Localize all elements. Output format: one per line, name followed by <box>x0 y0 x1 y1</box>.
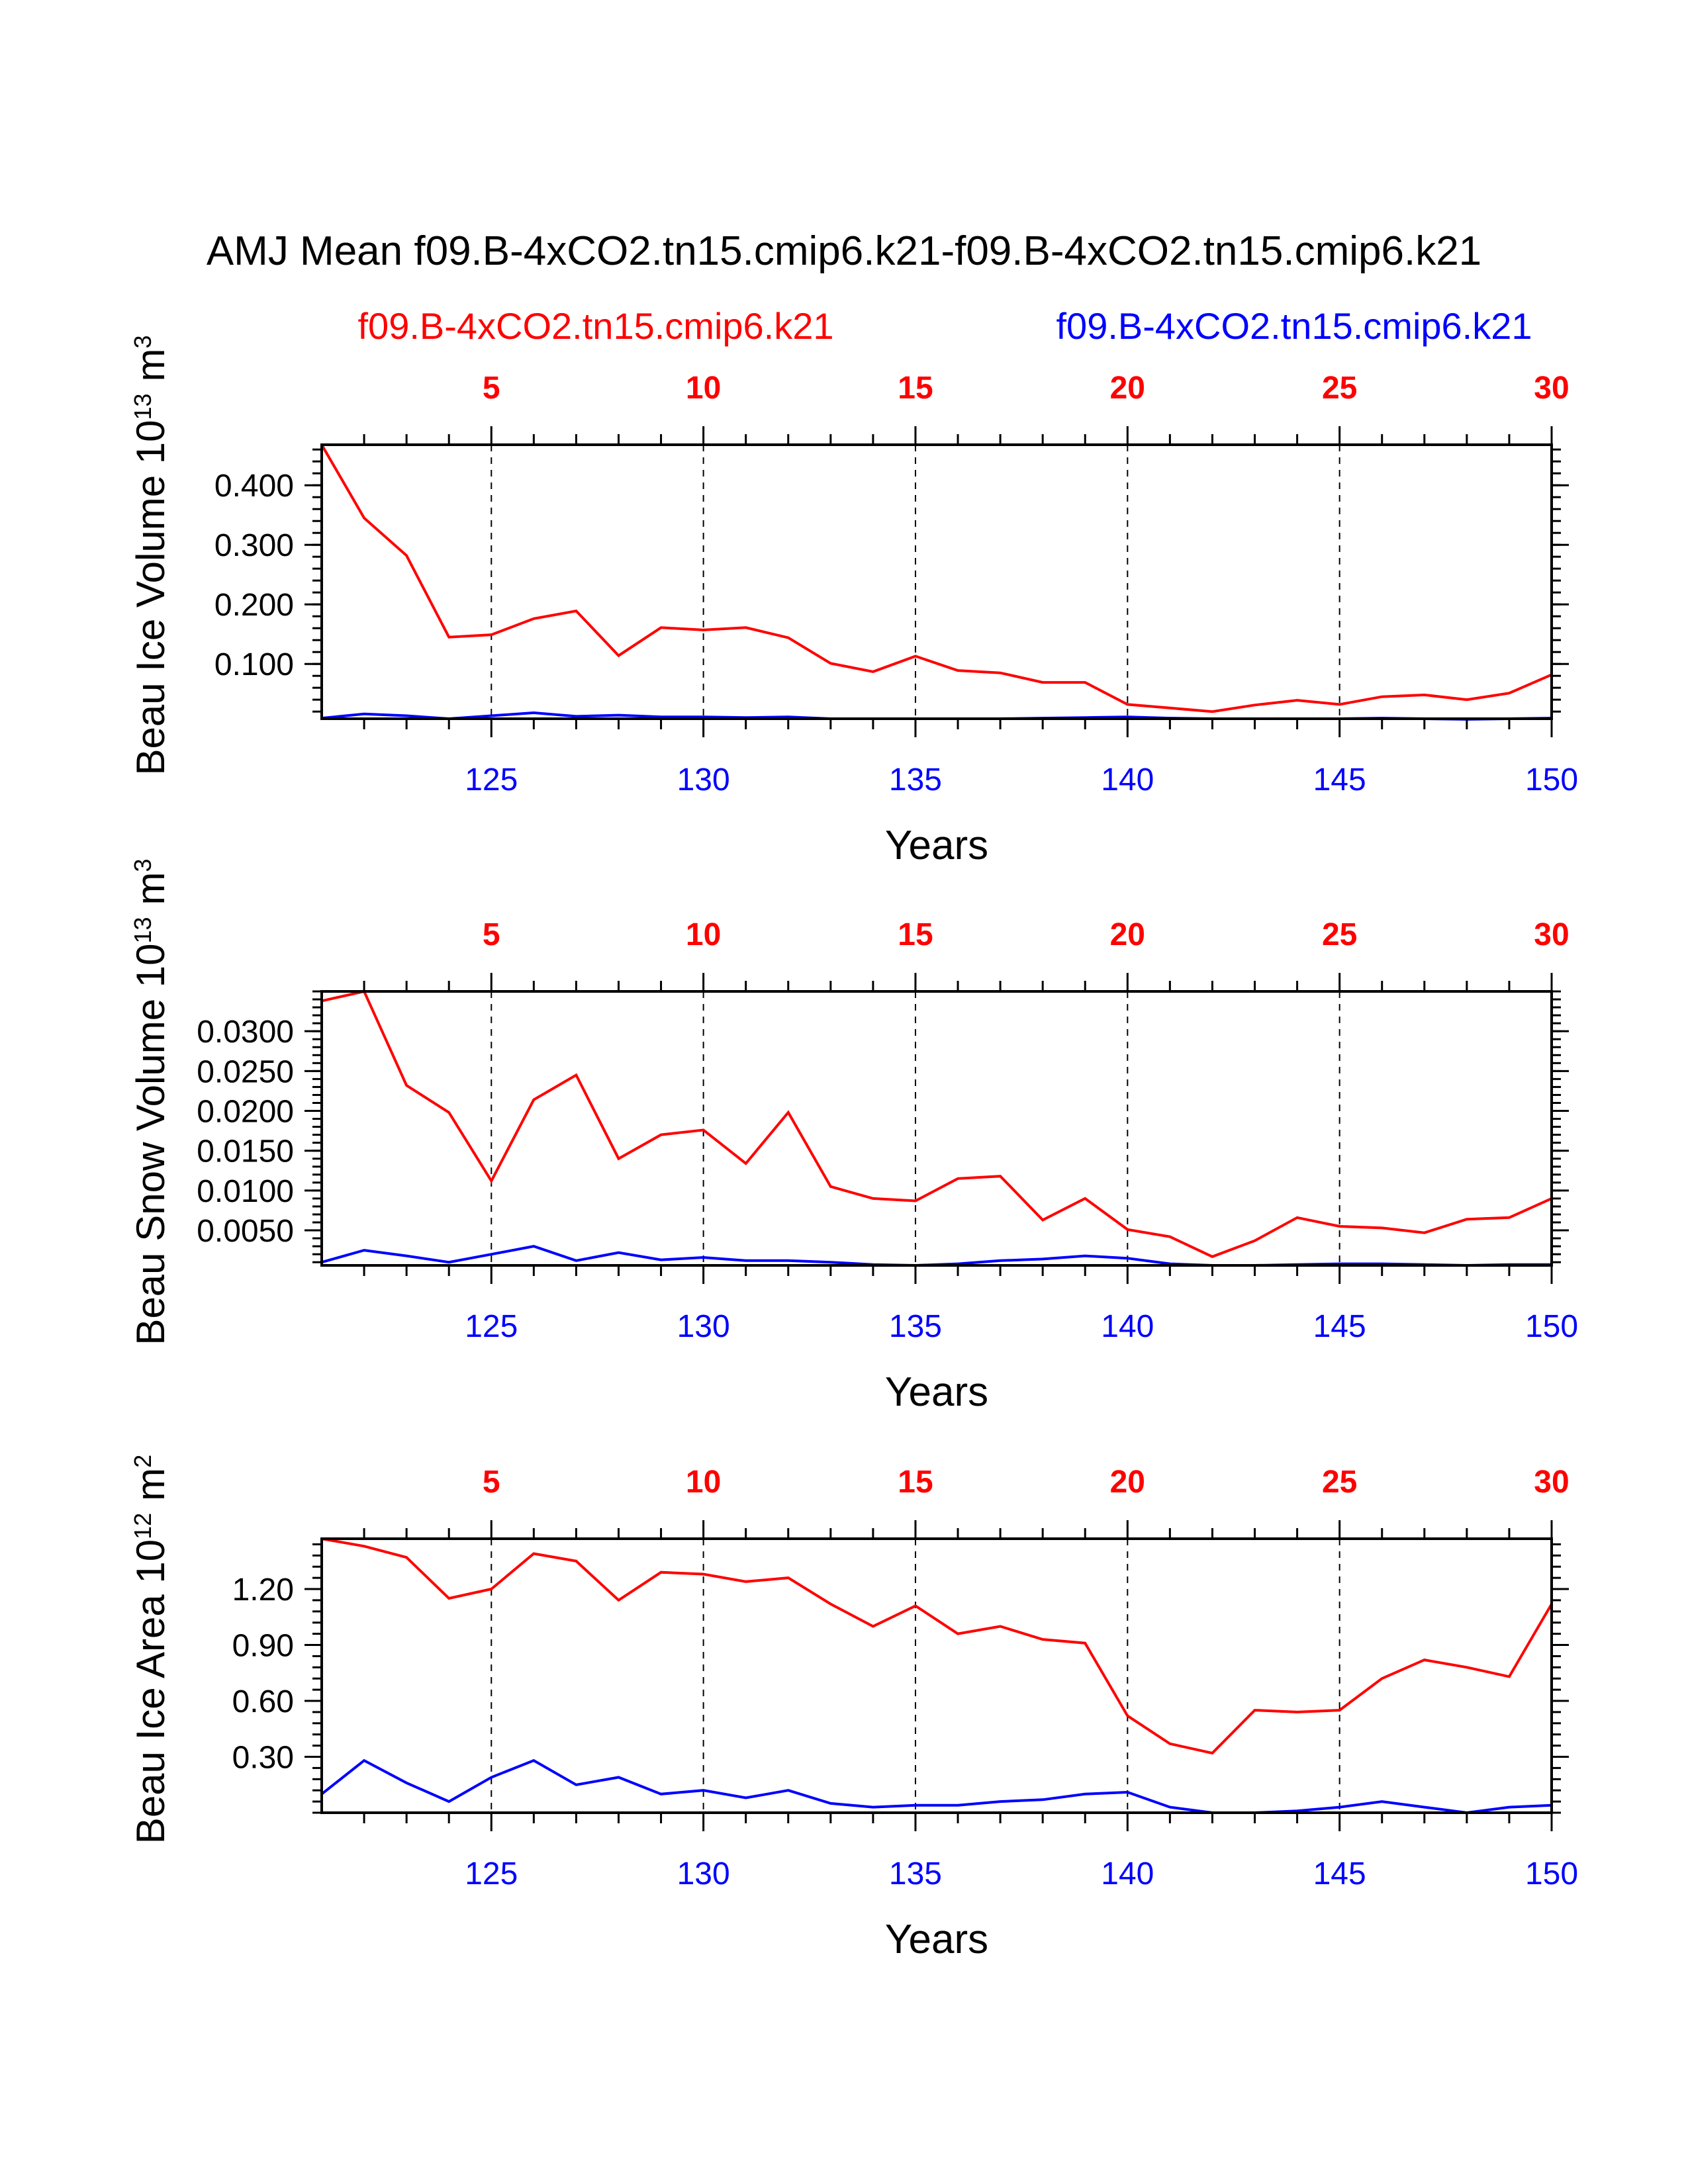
y-axis-title-part: 3 <box>129 335 156 348</box>
x-tick-label-bottom-125: 125 <box>465 1856 518 1891</box>
y-axis-title-part: Beau Snow Volume 10 <box>128 943 173 1345</box>
y-axis-title: Beau Ice Area 1012 m2 <box>128 1455 173 1844</box>
x-tick-label-top-5: 5 <box>483 917 500 952</box>
x-tick-label-top-15: 15 <box>898 371 933 406</box>
x-axis-title: Years <box>885 1917 988 1962</box>
x-tick-label-top-5: 5 <box>483 1465 500 1500</box>
x-tick-label-top-10: 10 <box>686 917 721 952</box>
y-axis-title-part: 12 <box>129 1513 156 1539</box>
x-tick-label-top-30: 30 <box>1534 1465 1569 1500</box>
x-tick-label-bottom-130: 130 <box>677 762 730 797</box>
y-axis-title-part: 13 <box>129 393 156 420</box>
x-tick-label-bottom-135: 135 <box>889 762 942 797</box>
legend-left-case: f09.B-4xCO2.tn15.cmip6.k21 <box>357 305 833 347</box>
y-tick-label: 0.60 <box>232 1684 294 1719</box>
x-tick-label-top-10: 10 <box>686 371 721 406</box>
x-tick-label-bottom-130: 130 <box>677 1856 730 1891</box>
series-line-2 <box>320 1758 1552 1815</box>
y-axis-title-part: 13 <box>129 917 156 943</box>
x-tick-label-top-15: 15 <box>898 1465 933 1500</box>
x-tick-label-bottom-150: 150 <box>1525 1856 1578 1891</box>
x-tick-label-bottom-150: 150 <box>1525 762 1578 797</box>
y-tick-label: 0.0100 <box>197 1174 294 1209</box>
y-axis-title-part: Beau Ice Volume 10 <box>128 420 173 776</box>
x-tick-label-top-15: 15 <box>898 917 933 952</box>
y-tick-label: 0.200 <box>214 588 294 623</box>
y-axis-title: Beau Snow Volume 1013 m3 <box>128 858 173 1345</box>
x-tick-label-bottom-145: 145 <box>1313 1309 1366 1344</box>
x-tick-label-top-25: 25 <box>1322 917 1357 952</box>
plot-frame <box>320 1537 1553 1814</box>
y-axis-title-part: Beau Ice Area 10 <box>128 1539 173 1844</box>
legend-right-case: f09.B-4xCO2.tn15.cmip6.k21 <box>1056 305 1532 347</box>
series-line-1 <box>321 1537 1553 1755</box>
y-tick-label: 0.30 <box>232 1741 294 1776</box>
y-axis-title: Beau Ice Volume 1013 m3 <box>128 335 173 775</box>
series-line-1 <box>321 989 1552 1258</box>
y-tick-label: 0.0150 <box>197 1134 294 1169</box>
x-tick-label-bottom-135: 135 <box>889 1309 942 1344</box>
x-tick-label-bottom-140: 140 <box>1101 762 1154 797</box>
chart-panel-3: 125 130 135 140 145 150 5 10 15 20 25 30 0.30 0.60 0.9… <box>128 1455 1578 1962</box>
series-line-1 <box>320 443 1552 713</box>
y-tick-label: 1.20 <box>232 1572 294 1608</box>
y-axis-title-part: m <box>128 1468 173 1501</box>
x-tick-label-top-30: 30 <box>1534 371 1569 406</box>
y-tick-label: 0.400 <box>214 469 294 504</box>
chart-panel-2: 125 130 135 140 145 150 5 10 15 20 25 30 0.0050 0.010… <box>128 858 1578 1415</box>
x-tick-label-bottom-150: 150 <box>1525 1309 1578 1344</box>
y-axis-title-part: 3 <box>129 858 156 872</box>
x-tick-label-top-25: 25 <box>1322 1465 1357 1500</box>
y-tick-label: 0.0200 <box>197 1095 294 1130</box>
x-tick-label-bottom-145: 145 <box>1313 1856 1366 1891</box>
plot-frame <box>320 443 1553 720</box>
x-tick-label-bottom-125: 125 <box>465 1309 518 1344</box>
y-tick-label: 0.0050 <box>197 1214 294 1249</box>
x-tick-label-bottom-125: 125 <box>465 762 518 797</box>
y-tick-label: 0.100 <box>214 647 294 682</box>
y-tick-label: 0.300 <box>214 528 294 563</box>
figure-title: AMJ Mean f09.B-4xCO2.tn15.cmip6.k21-f09.… <box>207 228 1481 274</box>
x-tick-label-top-25: 25 <box>1322 371 1357 406</box>
x-tick-label-bottom-140: 140 <box>1101 1856 1154 1891</box>
x-tick-label-bottom-145: 145 <box>1313 762 1366 797</box>
y-axis-title-part: m <box>128 348 173 381</box>
y-axis-title-part: 2 <box>129 1455 156 1468</box>
x-tick-label-top-30: 30 <box>1534 917 1569 952</box>
x-tick-label-top-5: 5 <box>483 371 500 406</box>
plot-frame <box>320 990 1553 1267</box>
x-tick-label-bottom-135: 135 <box>889 1856 942 1891</box>
x-tick-label-top-10: 10 <box>686 1465 721 1500</box>
x-axis-title: Years <box>885 823 988 868</box>
x-tick-label-top-20: 20 <box>1110 371 1145 406</box>
y-tick-label: 0.0250 <box>197 1054 294 1089</box>
y-tick-label: 0.90 <box>232 1629 294 1664</box>
x-tick-label-top-20: 20 <box>1110 1465 1145 1500</box>
chart-panel-1: 125 130 135 140 145 150 5 10 15 20 25 30 0.100 0.200 0… <box>128 335 1578 868</box>
y-axis-title-part: m <box>128 872 173 905</box>
x-tick-label-bottom-130: 130 <box>677 1309 730 1344</box>
y-tick-label: 0.0300 <box>197 1015 294 1050</box>
x-axis-title: Years <box>885 1369 988 1415</box>
x-tick-label-bottom-140: 140 <box>1101 1309 1154 1344</box>
x-tick-label-top-20: 20 <box>1110 917 1145 952</box>
